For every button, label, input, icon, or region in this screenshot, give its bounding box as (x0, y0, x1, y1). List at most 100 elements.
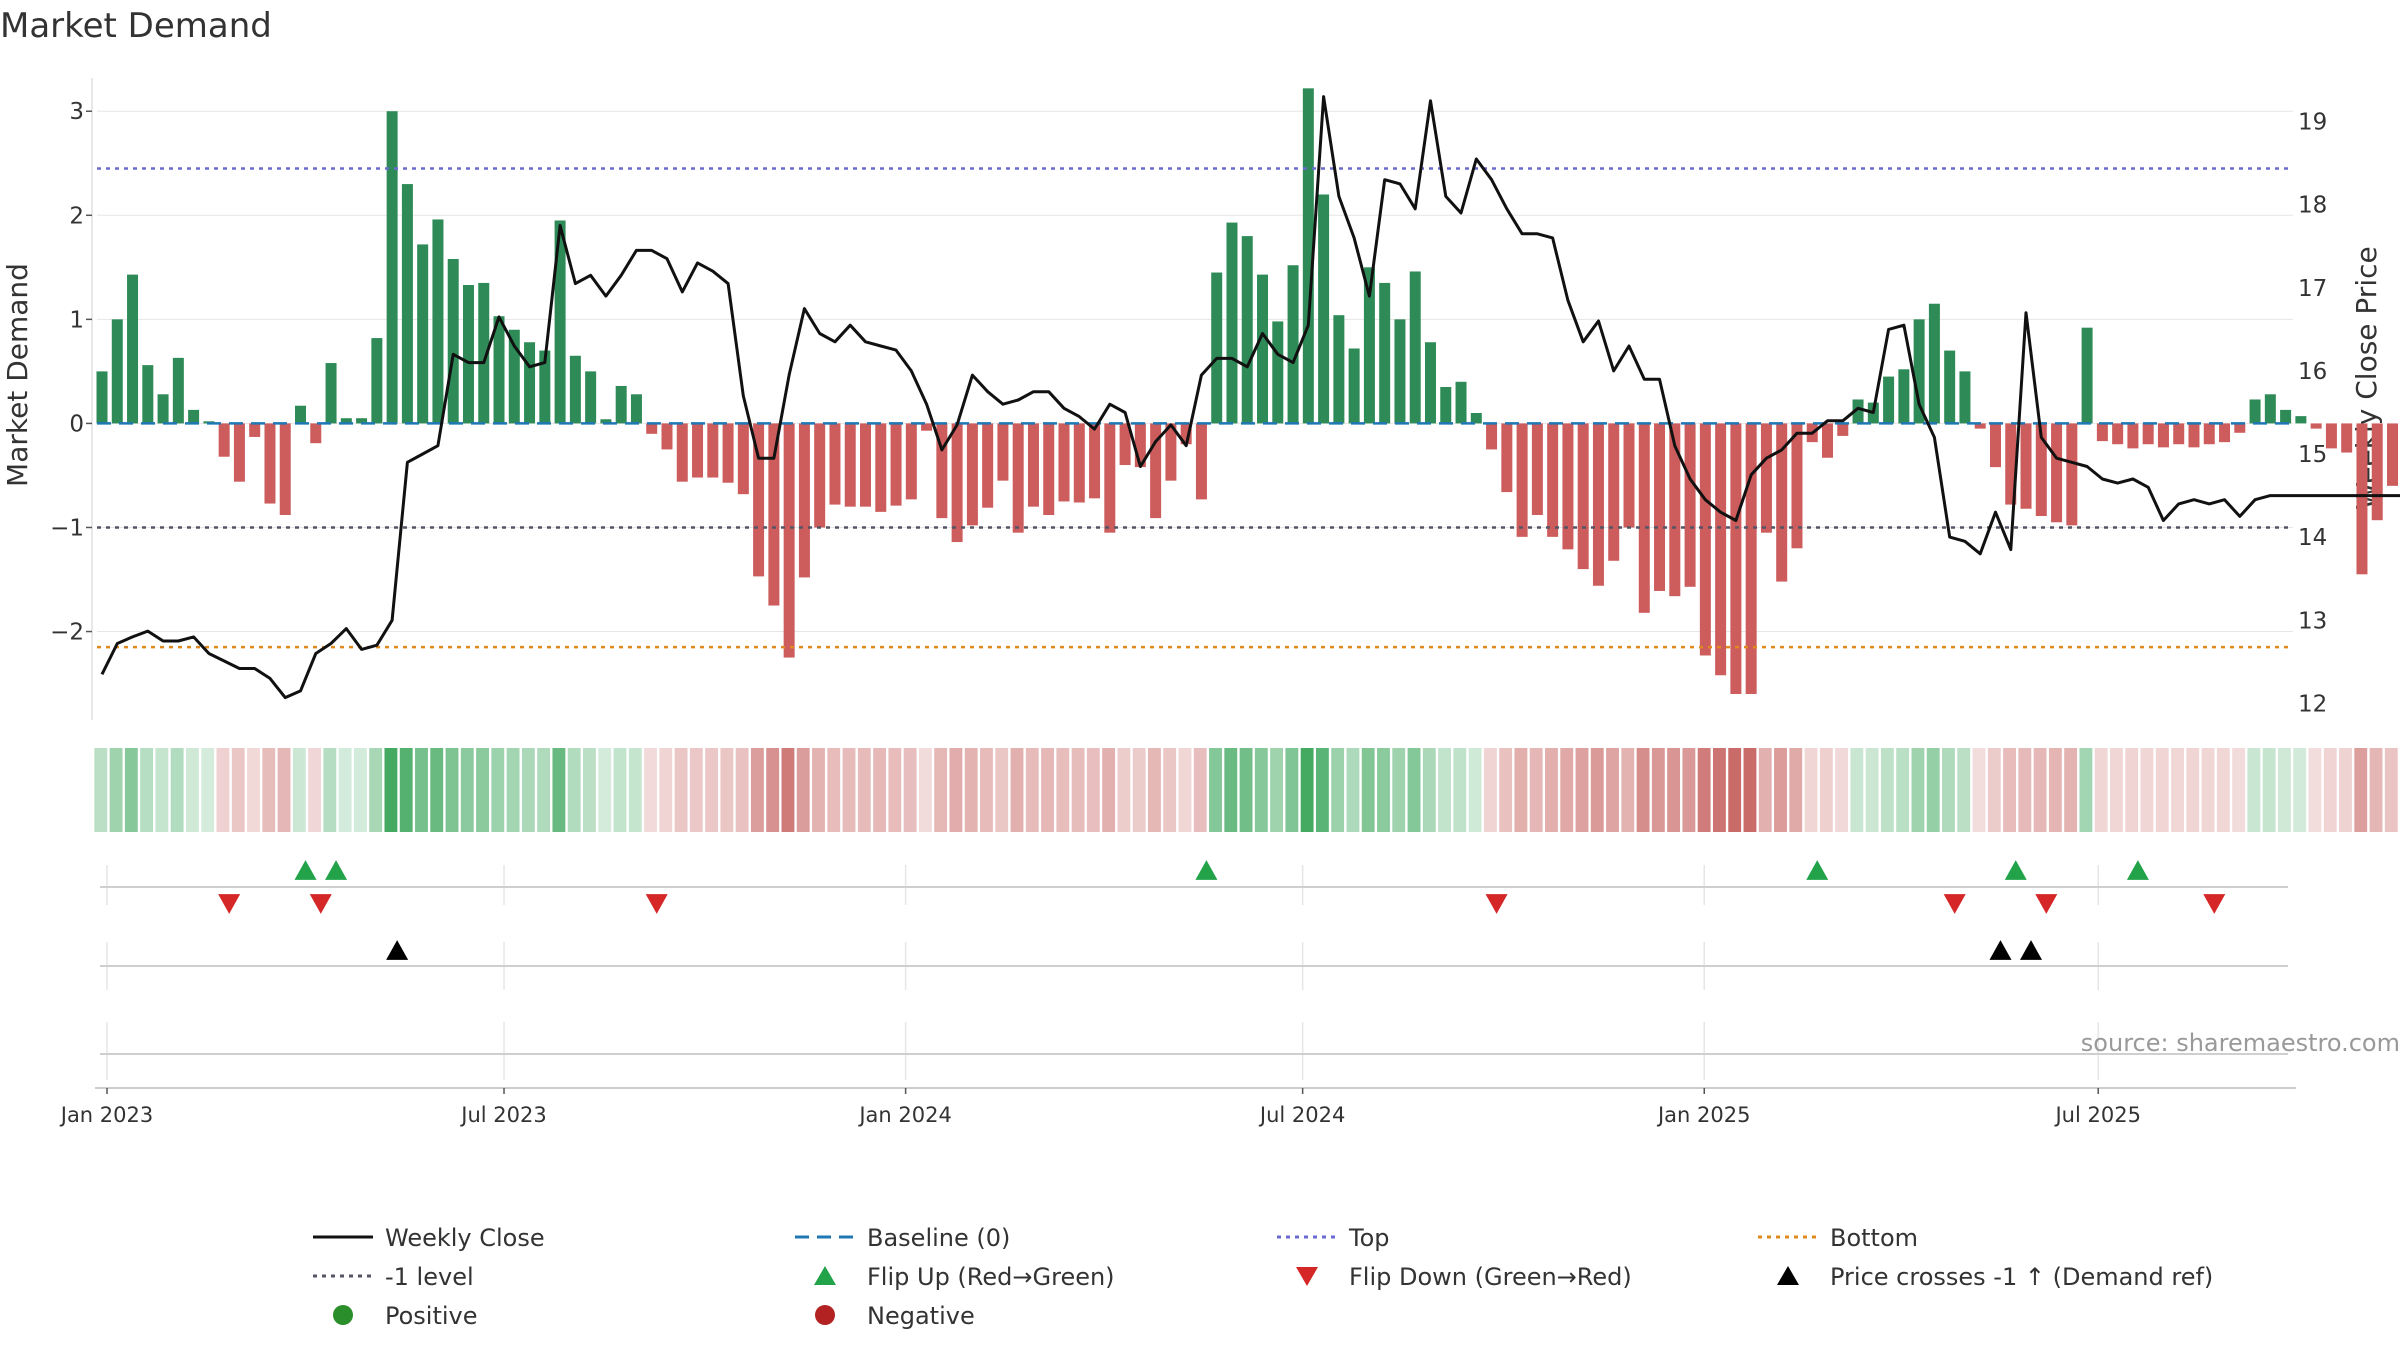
y-tick-label-left: 1 (69, 307, 84, 333)
demand-bar (1455, 381, 1467, 424)
heat-cell (1086, 748, 1100, 832)
heat-cell (94, 748, 108, 832)
demand-bar (524, 342, 536, 424)
flip-up-marker (1195, 860, 1218, 880)
heat-cell (2048, 748, 2062, 832)
y-tick-label-right: 14 (2298, 525, 2327, 551)
heat-cell (1514, 748, 1528, 832)
legend-label: Price crosses -1 ↑ (Demand ref) (1830, 1263, 2213, 1291)
heat-cell (1209, 748, 1222, 832)
demand-bar (127, 274, 139, 424)
flip-down-marker (309, 894, 332, 914)
heat-cell (1529, 748, 1543, 832)
heat-cell (2094, 748, 2108, 832)
demand-bar (1302, 88, 1314, 424)
heat-cell (2110, 748, 2123, 832)
heat-cell (1453, 748, 1467, 832)
demand-bar (1852, 399, 1864, 424)
demand-bar (371, 338, 383, 424)
legend-swatch (1777, 1266, 1799, 1285)
heat-cell (842, 748, 856, 832)
heat-cell (1697, 748, 1711, 832)
legend-label: Positive (385, 1302, 478, 1330)
heat-cell (1315, 748, 1329, 832)
heat-cell (1957, 748, 1971, 832)
heat-cell (796, 748, 810, 832)
demand-bar (1043, 423, 1055, 515)
heat-cell (2003, 748, 2016, 832)
legend-swatch (333, 1305, 353, 1325)
heat-cell (1346, 748, 1360, 832)
legend-label: Bottom (1830, 1224, 1918, 1252)
demand-bar (1837, 423, 1849, 436)
heat-cell (964, 748, 978, 832)
demand-bar (1959, 371, 1971, 424)
demand-bar (630, 394, 642, 424)
heat-cell (1239, 748, 1253, 832)
demand-bar (1684, 423, 1696, 587)
heat-cell (1728, 748, 1742, 832)
demand-bar (646, 423, 658, 434)
flip-down-marker (2203, 894, 2226, 914)
heat-cell (720, 748, 734, 832)
grid-layer (91, 78, 2296, 1089)
y-tick-label-right: 15 (2298, 442, 2327, 468)
demand-bar (905, 423, 917, 500)
heat-cell (1819, 748, 1833, 832)
heat-cell (1499, 748, 1513, 832)
heat-cell (1926, 748, 1940, 832)
heat-cell (1712, 748, 1726, 832)
heat-cell (1880, 748, 1894, 832)
heat-cell (552, 748, 566, 832)
demand-bar (249, 423, 261, 437)
heat-cell (2033, 748, 2047, 832)
demand-bar (1654, 423, 1666, 591)
demand-bar (875, 423, 887, 512)
heat-cell (583, 748, 596, 832)
y-tick-label-right: 19 (2298, 110, 2327, 136)
demand-bar (1119, 423, 1131, 466)
demand-bar (2249, 399, 2261, 424)
heat-cell (2262, 748, 2276, 832)
heat-cell (781, 748, 795, 832)
heat-cell (1575, 748, 1589, 832)
heat-cell (1132, 748, 1146, 832)
demand-bar (1440, 386, 1452, 424)
demand-bar (1073, 423, 1085, 503)
heat-cell (1590, 748, 1604, 832)
heat-cell (1987, 748, 2001, 832)
demand-bar (172, 357, 184, 424)
demand-bar (1883, 376, 1895, 424)
heat-cell (521, 748, 535, 832)
weekly-close-line (100, 95, 2400, 700)
demand-bar (2234, 423, 2246, 433)
demand-bar (417, 244, 429, 424)
demand-bar (1638, 423, 1650, 613)
demand-bar (310, 423, 322, 444)
heat-cell (1682, 748, 1696, 832)
heat-cell (277, 748, 291, 832)
heat-cell (689, 748, 703, 832)
heat-cell (476, 748, 489, 832)
demand-bar (2219, 423, 2231, 443)
heat-cell (2369, 748, 2383, 832)
heat-cell (1117, 748, 1131, 832)
demand-bar (1989, 423, 2001, 468)
demand-bar (2096, 423, 2108, 442)
heat-cell (2354, 748, 2368, 832)
demand-bar (1379, 282, 1391, 424)
heat-cell (1621, 748, 1635, 832)
heat-cell (2140, 748, 2154, 832)
heat-cell (537, 748, 551, 832)
flip-down-marker (1485, 894, 1508, 914)
heat-cell (1636, 748, 1650, 832)
demand-bar (1898, 369, 1910, 424)
heat-cell (353, 748, 367, 832)
demand-bar (401, 184, 413, 424)
demand-bar (768, 423, 780, 606)
legend-swatch (1296, 1267, 1318, 1286)
heat-cell (155, 748, 169, 832)
demand-bar (2005, 423, 2017, 505)
legend-label: Baseline (0) (867, 1224, 1010, 1252)
